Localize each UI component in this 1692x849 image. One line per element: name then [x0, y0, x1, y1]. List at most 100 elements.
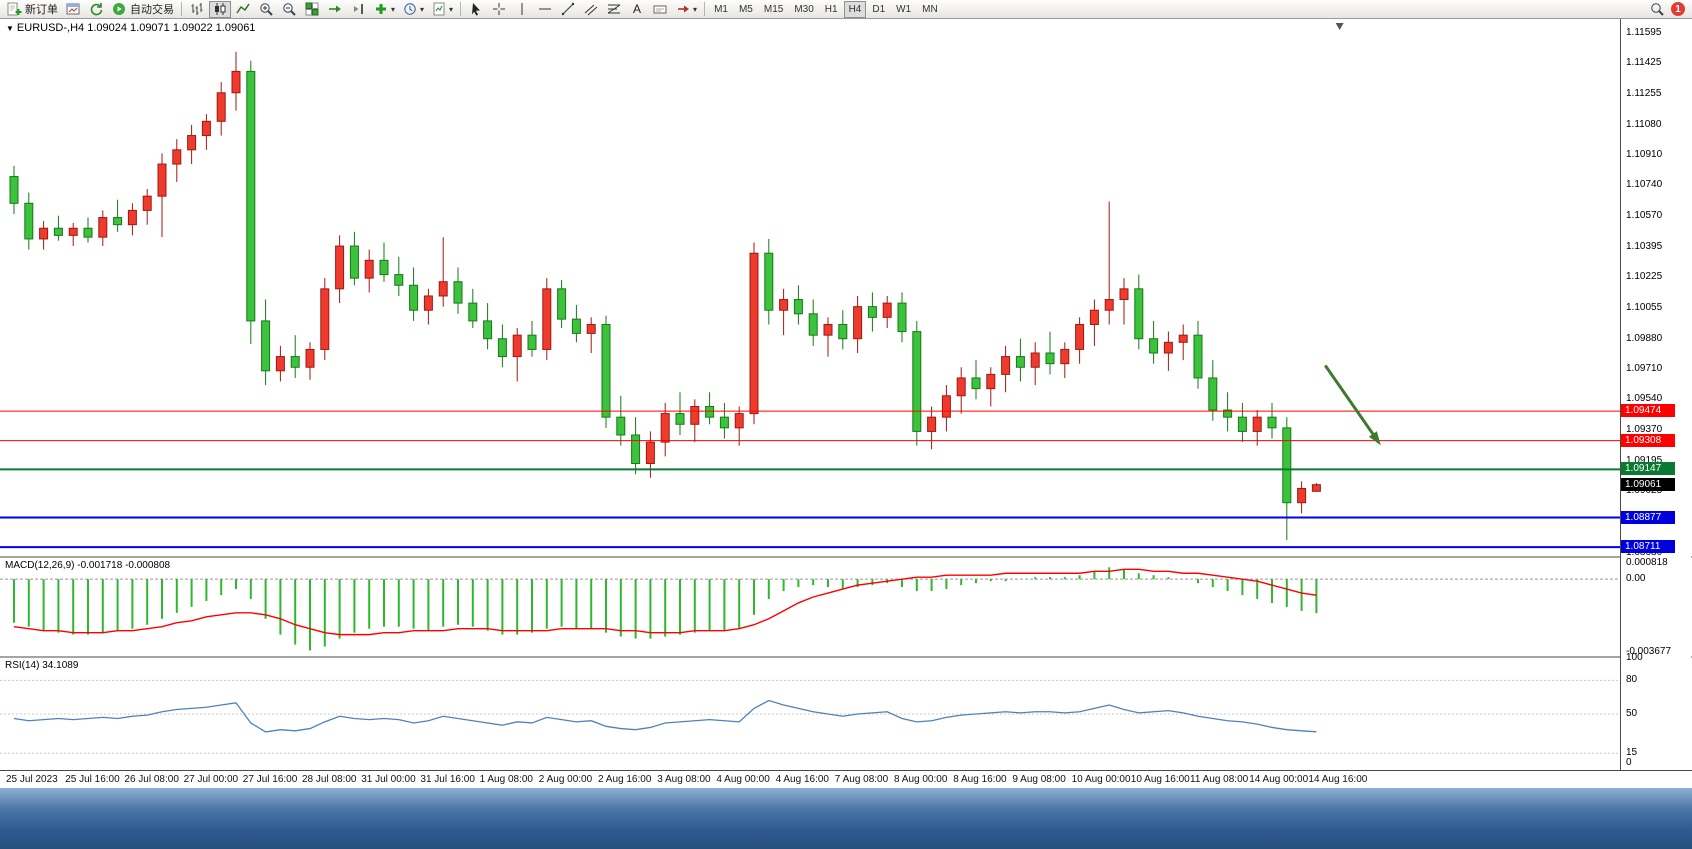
rsi-axis-label: 100	[1626, 652, 1643, 663]
price-axis[interactable]: 1.11595 1.11425 1.11255 1.11080 1.10910 1.107…	[1620, 19, 1691, 770]
time-axis-label: 3 Aug 08:00	[657, 774, 711, 785]
label-button[interactable]	[649, 1, 671, 18]
auto-scroll-button[interactable]	[324, 1, 346, 18]
timeframe-h4-button[interactable]: H4	[843, 0, 867, 18]
text-button[interactable]: A	[626, 1, 648, 18]
taskbar	[0, 788, 1692, 849]
candle-body	[216, 92, 226, 122]
main-chart-canvas[interactable]	[0, 19, 1620, 556]
periods-button[interactable]: ▾	[399, 1, 427, 18]
candle-body	[290, 356, 300, 368]
time-axis-label: 8 Aug 16:00	[953, 774, 1007, 785]
crosshair-button[interactable]	[488, 1, 510, 18]
time-axis-label: 27 Jul 00:00	[183, 774, 239, 785]
panel-divider[interactable]	[0, 556, 1692, 558]
time-axis-label: 25 Jul 16:00	[65, 774, 120, 785]
price-axis-label: 1.09195	[1626, 454, 1663, 466]
chart-area: ▼ EURUSD-,H4 1.09024 1.09071 1.09022 1.09…	[0, 19, 1692, 788]
panel-divider[interactable]	[0, 656, 1692, 658]
tile-windows-button[interactable]	[301, 1, 323, 18]
candlesticks-button[interactable]	[209, 0, 231, 18]
rsi-panel-canvas[interactable]	[0, 658, 1620, 770]
timeframe-m30-button[interactable]: M30	[789, 1, 818, 18]
indicators-button[interactable]: ▾	[370, 1, 398, 18]
timeframe-m5-button[interactable]: M5	[734, 1, 758, 18]
notification-badge[interactable]: 1	[1671, 2, 1685, 16]
line-chart-icon	[235, 1, 251, 17]
time-axis-label: 25 Jul 2023	[6, 774, 58, 785]
time-axis-label: 10 Aug 00:00	[1071, 774, 1131, 785]
candle-body	[557, 288, 567, 320]
time-axis-label: 31 Jul 00:00	[361, 774, 416, 785]
toolbar-separator	[704, 2, 706, 16]
channel-button[interactable]	[580, 1, 602, 18]
arrow-annotation[interactable]	[1324, 364, 1380, 443]
candle-body	[231, 70, 241, 94]
price-axis-label: 1.10910	[1626, 149, 1663, 161]
symbol-dropdown-icon[interactable]: ▼	[6, 24, 14, 33]
templates-button[interactable]: ▾	[428, 1, 456, 18]
chart-title: ▼ EURUSD-,H4 1.09024 1.09071 1.09022 1.09…	[6, 22, 255, 34]
candle-body	[24, 202, 34, 240]
candle-body	[853, 306, 863, 340]
candle-body	[601, 323, 611, 418]
candle-body	[645, 441, 655, 464]
time-axis[interactable]: 25 Jul 2023 25 Jul 16:00 26 Jul 08:00 27 Ju…	[0, 770, 1692, 788]
shapes-button[interactable]: ▾	[672, 1, 700, 18]
candle-body	[675, 413, 685, 425]
fibonacci-button[interactable]	[603, 1, 625, 18]
rsi-line	[13, 699, 1317, 733]
chart-shift-marker	[1335, 23, 1344, 30]
macd-indicator-label: MACD(12,26,9) -0.001718 -0.000808	[5, 560, 171, 571]
trendline-button[interactable]	[557, 1, 579, 18]
candle-body	[927, 416, 937, 432]
dropdown-caret-icon: ▾	[693, 4, 698, 14]
template-icon	[431, 1, 447, 17]
price-axis-label: 1.10395	[1626, 240, 1663, 252]
search-button[interactable]	[1646, 1, 1668, 18]
candle-body	[1237, 416, 1247, 432]
zoom-in-button[interactable]	[255, 1, 277, 18]
vertical-line-button[interactable]	[511, 1, 533, 18]
timeframe-m1-button[interactable]: M1	[709, 1, 733, 18]
toolbar-separator	[181, 2, 182, 16]
autotrading-button[interactable]: 自动交易	[108, 1, 177, 18]
macd-panel-canvas[interactable]	[0, 558, 1620, 656]
chart-window-button[interactable]	[62, 1, 84, 18]
price-axis-label: 1.09370	[1626, 423, 1663, 435]
indicators-icon	[373, 1, 389, 17]
new-order-button[interactable]: 新订单	[3, 1, 61, 18]
time-axis-label: 7 Aug 08:00	[834, 774, 889, 785]
dropdown-caret-icon: ▾	[420, 4, 425, 14]
timeframe-h1-button[interactable]: H1	[820, 1, 843, 18]
bars-button[interactable]	[186, 1, 208, 18]
line-chart-button[interactable]	[232, 1, 254, 18]
candle-body	[690, 405, 700, 425]
candle-body	[320, 288, 330, 350]
horizontal-line-button[interactable]	[534, 1, 556, 18]
candle-body	[571, 318, 581, 334]
candle-body	[394, 274, 404, 286]
timeframe-w1-button[interactable]: W1	[891, 1, 916, 18]
candle-body	[39, 227, 49, 240]
zoom-out-button[interactable]	[278, 1, 300, 18]
chart-shift-button[interactable]	[347, 1, 369, 18]
candle-body	[1119, 288, 1129, 301]
cursor-icon	[468, 1, 484, 17]
timeframe-mn-button[interactable]: MN	[917, 1, 943, 18]
candle-body	[1045, 352, 1055, 365]
text-icon: A	[629, 1, 645, 17]
candle-body	[201, 120, 211, 137]
candle-body	[1282, 427, 1292, 504]
candle-body	[187, 135, 197, 151]
refresh-button[interactable]	[85, 1, 107, 18]
timeframe-d1-button[interactable]: D1	[867, 1, 890, 18]
cursor-button[interactable]	[465, 1, 487, 18]
price-axis-label: 1.11255	[1626, 87, 1662, 99]
candle-body	[971, 377, 981, 390]
candle-body	[127, 209, 137, 226]
timeframe-m15-button[interactable]: M15	[759, 1, 788, 18]
time-axis-label: 1 Aug 08:00	[479, 774, 533, 785]
time-axis-label: 28 Jul 08:00	[302, 774, 357, 785]
candle-body	[113, 217, 123, 226]
